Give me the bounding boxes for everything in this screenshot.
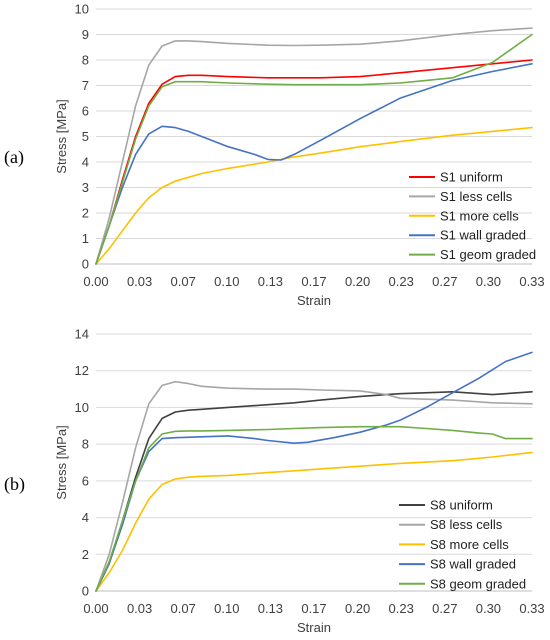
- x-tick-label: 0.30: [476, 274, 501, 289]
- y-tick-label: 6: [82, 473, 89, 488]
- legend-label: S1 uniform: [440, 170, 503, 185]
- series-line-s1-less-cells: [95, 27, 533, 265]
- x-tick-label: 0.13: [258, 601, 283, 616]
- x-tick-label: 0.27: [432, 274, 457, 289]
- y-tick-label: 4: [82, 510, 89, 525]
- y-tick-label: 0: [82, 257, 89, 272]
- x-tick-label: 0.27: [432, 601, 457, 616]
- legend: S8 uniform S8 less cells S8 more cells S8 w…: [399, 498, 526, 591]
- legend-label: S1 geom graded: [440, 247, 536, 262]
- y-tick-label: 14: [75, 327, 89, 342]
- y-tick-label: 0: [82, 584, 89, 599]
- x-axis-label: Strain: [297, 620, 331, 635]
- x-tick-label: 0.00: [83, 601, 108, 616]
- series-line-s1-wall-graded: [95, 62, 533, 265]
- series-line-s1-geom-graded: [95, 33, 533, 265]
- y-tick-label: 8: [82, 53, 89, 68]
- x-tick-label: 0.23: [389, 601, 414, 616]
- legend-label: S1 wall graded: [440, 228, 526, 243]
- y-axis-label: Stress [MPa]: [54, 425, 69, 499]
- y-tick-label: 9: [82, 27, 89, 42]
- y-tick-label: 4: [82, 155, 89, 170]
- legend-label: S8 geom graded: [430, 576, 526, 591]
- legend-label: S1 more cells: [440, 208, 519, 223]
- x-tick-label: 0.30: [476, 601, 501, 616]
- series-line-s8-geom-graded: [95, 425, 533, 592]
- y-tick-label: 5: [82, 129, 89, 144]
- x-tick-label: 0.00: [83, 274, 108, 289]
- legend-label: S1 less cells: [440, 189, 513, 204]
- panel-label: (a): [4, 147, 24, 168]
- y-tick-label: 10: [75, 2, 89, 17]
- x-tick-label: 0.03: [127, 601, 152, 616]
- legend: S1 uniform S1 less cells S1 more cells S1 w…: [409, 170, 536, 262]
- chart-panel-b: 0 2 4 6 8 10 12 14 0.00 0.03 0.07 0.10 0.13 0.17 0.20 0…: [4, 327, 545, 636]
- y-tick-label: 7: [82, 78, 89, 93]
- series-line-s8-wall-graded: [95, 351, 533, 592]
- x-tick-label: 0.10: [214, 601, 239, 616]
- series-line-s1-more-cells: [95, 126, 533, 265]
- y-tick-label: 12: [75, 363, 89, 378]
- y-tick-label: 10: [75, 400, 89, 415]
- y-axis-label: Stress [MPa]: [54, 99, 69, 173]
- x-tick-label: 0.10: [214, 274, 239, 289]
- series-line-s8-more-cells: [95, 451, 533, 592]
- x-axis-label: Strain: [297, 293, 331, 308]
- legend-label: S8 wall graded: [430, 557, 516, 572]
- x-tick-label: 0.17: [301, 601, 326, 616]
- x-tick-label: 0.33: [519, 274, 544, 289]
- y-tick-label: 6: [82, 104, 89, 119]
- y-tick-label: 3: [82, 180, 89, 195]
- series-line-s8-less-cells: [95, 380, 533, 592]
- y-tick-label: 8: [82, 437, 89, 452]
- y-tick-label: 2: [82, 547, 89, 562]
- x-tick-label: 0.20: [345, 601, 370, 616]
- panel-label: (b): [4, 474, 25, 495]
- x-tick-label: 0.20: [345, 274, 370, 289]
- x-tick-label: 0.33: [519, 601, 544, 616]
- chart-panel-a: 0 1 2 3 4 5 6 7 8 9 10 0.00 0.03 0.07 0.10 0.13 0.17 0.20…: [4, 2, 545, 309]
- x-tick-label: 0.13: [258, 274, 283, 289]
- y-tick-label: 2: [82, 206, 89, 221]
- x-tick-label: 0.07: [171, 274, 196, 289]
- x-tick-label: 0.17: [301, 274, 326, 289]
- legend-label: S8 uniform: [430, 498, 493, 513]
- y-tick-label: 1: [82, 231, 89, 246]
- x-tick-label: 0.03: [127, 274, 152, 289]
- legend-label: S8 less cells: [430, 517, 503, 532]
- x-tick-label: 0.07: [171, 601, 196, 616]
- x-tick-label: 0.23: [389, 274, 414, 289]
- legend-label: S8 more cells: [430, 537, 509, 552]
